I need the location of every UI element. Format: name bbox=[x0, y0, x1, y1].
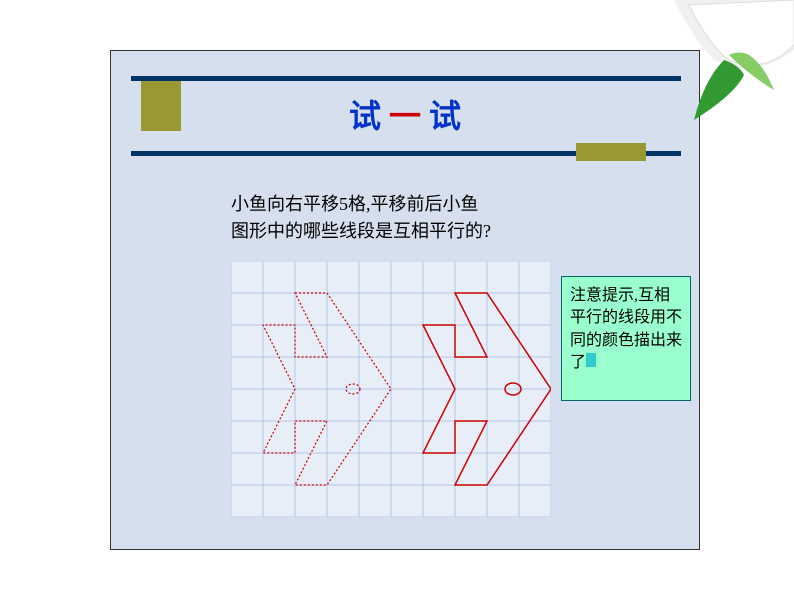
slide-title: 试 一 试 bbox=[111, 91, 699, 137]
question-line2: 图形中的哪些线段是互相平行的? bbox=[231, 218, 491, 245]
grid-svg bbox=[231, 261, 551, 517]
olive-accent-2 bbox=[576, 143, 646, 161]
question-line1: 小鱼向右平移5格,平移前后小鱼 bbox=[231, 191, 491, 218]
top-line bbox=[131, 76, 681, 81]
tip-cursor bbox=[586, 353, 596, 367]
title-part2: 一 bbox=[389, 98, 421, 134]
leaf-dark bbox=[694, 60, 744, 120]
question-text: 小鱼向右平移5格,平移前后小鱼 图形中的哪些线段是互相平行的? bbox=[231, 191, 491, 245]
grid-diagram bbox=[231, 261, 551, 517]
tip-callout: 注意提示,互相平行的线段用不同的颜色描出来了 bbox=[561, 276, 691, 401]
title-part1: 试 bbox=[349, 98, 381, 134]
page-curl-decoration bbox=[634, 0, 794, 120]
title-part3: 试 bbox=[429, 98, 461, 134]
slide-background: 试 一 试 小鱼向右平移5格,平移前后小鱼 图形中的哪些线段是互相平行的? 注意… bbox=[110, 50, 700, 550]
